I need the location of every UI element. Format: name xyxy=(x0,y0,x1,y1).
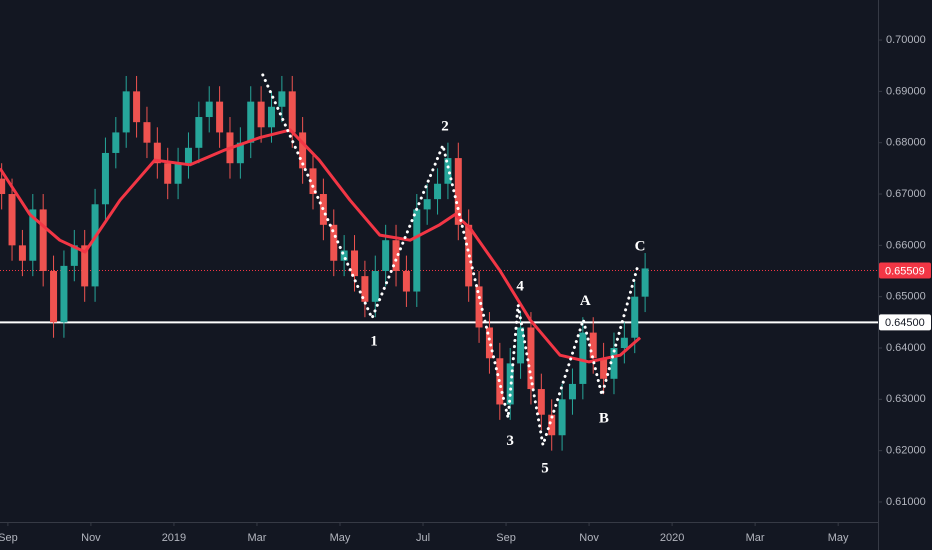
candle-body xyxy=(195,117,203,148)
candle-body xyxy=(579,332,587,384)
candle-body xyxy=(91,204,99,287)
candle-body xyxy=(0,178,6,195)
candle-body xyxy=(278,91,286,107)
candle-body xyxy=(164,163,172,184)
price-label: 0.65509 xyxy=(885,265,925,277)
candle-body xyxy=(81,245,89,287)
candle-body xyxy=(600,358,608,379)
candle-body xyxy=(371,271,379,302)
candle-body xyxy=(70,245,78,266)
candle-body xyxy=(143,122,151,143)
wave-label: 5 xyxy=(541,460,549,476)
candle-body xyxy=(153,142,161,164)
candle-body xyxy=(392,240,400,272)
candle-body xyxy=(423,199,431,210)
wave-label: 4 xyxy=(516,278,524,294)
candle-body xyxy=(548,414,556,436)
candle-body xyxy=(402,271,410,292)
x-tick-label: May xyxy=(828,532,849,544)
candle-body xyxy=(631,296,639,338)
y-tick-label: 0.64000 xyxy=(886,342,926,354)
candle-body xyxy=(475,286,483,328)
x-tick-label: 2019 xyxy=(162,532,186,544)
candle-body xyxy=(610,348,618,379)
x-tick-label: Mar xyxy=(247,532,266,544)
candle-body xyxy=(527,327,535,390)
candle-body xyxy=(39,209,47,272)
candle-body xyxy=(60,265,68,323)
price-label: 0.64500 xyxy=(885,317,925,329)
candle-body xyxy=(382,240,390,272)
candle-body xyxy=(537,389,545,415)
x-tick-label: 2020 xyxy=(660,532,684,544)
candle-body xyxy=(641,268,649,297)
candle-body xyxy=(299,132,307,169)
candle-body xyxy=(413,209,421,292)
candle-body xyxy=(216,101,224,133)
candle-body xyxy=(309,168,317,195)
x-tick-label: Nov xyxy=(81,532,101,544)
x-tick-label: May xyxy=(330,532,351,544)
x-tick-label: Sep xyxy=(0,532,18,544)
candle-body xyxy=(205,101,213,118)
wave-label: C xyxy=(635,238,646,254)
y-tick-label: 0.69000 xyxy=(886,85,926,97)
y-tick-label: 0.65000 xyxy=(886,291,926,303)
candle-body xyxy=(517,327,525,364)
y-tick-label: 0.68000 xyxy=(886,137,926,149)
y-tick-label: 0.67000 xyxy=(886,188,926,200)
wave-label: 3 xyxy=(506,433,514,449)
candle-body xyxy=(434,183,442,200)
y-tick-label: 0.62000 xyxy=(886,445,926,457)
candle-body xyxy=(267,106,275,128)
candle-body xyxy=(18,245,26,261)
candle-body xyxy=(8,194,16,246)
wave-line xyxy=(261,73,640,446)
wave-label: 2 xyxy=(441,119,449,135)
candle-body xyxy=(351,250,359,277)
price-label-box xyxy=(879,262,931,279)
y-tick-label: 0.61000 xyxy=(886,496,926,508)
candle-body xyxy=(247,101,255,143)
x-tick-label: Nov xyxy=(579,532,599,544)
candle-body xyxy=(29,209,37,261)
wave-label: A xyxy=(580,293,591,309)
candle-body xyxy=(340,250,348,261)
candle-body xyxy=(184,147,192,164)
candle-body xyxy=(112,132,120,153)
x-tick-label: Sep xyxy=(496,532,516,544)
wave-label: B xyxy=(599,411,609,427)
y-tick-label: 0.66000 xyxy=(886,239,926,251)
x-tick-label: Jul xyxy=(416,532,430,544)
candle-body xyxy=(101,152,109,205)
candle-body xyxy=(444,158,452,184)
candle-body xyxy=(122,91,130,133)
candle-body xyxy=(454,158,462,225)
candle-body xyxy=(361,276,369,302)
y-tick-label: 0.70000 xyxy=(886,34,926,46)
moving-average xyxy=(0,128,642,364)
candle-body xyxy=(257,101,265,128)
candle-body xyxy=(50,271,58,323)
y-tick-label: 0.63000 xyxy=(886,393,926,405)
candle-body xyxy=(236,142,244,164)
candle-body xyxy=(589,332,597,359)
candle-body xyxy=(174,163,182,184)
candle-body xyxy=(288,91,296,133)
candle-body xyxy=(330,224,338,261)
candle-body xyxy=(133,91,141,123)
candle-body xyxy=(485,327,493,359)
candle-body xyxy=(568,383,576,400)
x-tick-label: Mar xyxy=(746,532,765,544)
price-label-box xyxy=(879,314,931,331)
candle-body xyxy=(620,337,628,348)
wave-label: 1 xyxy=(370,334,378,350)
candle-body xyxy=(558,399,566,436)
